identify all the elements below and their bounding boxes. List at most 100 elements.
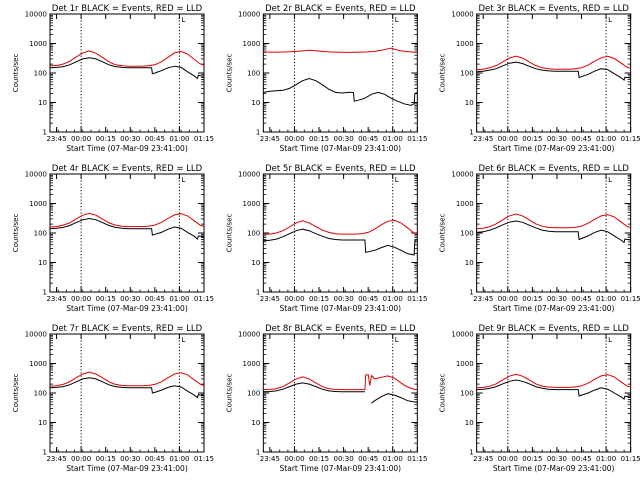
series-lld-line <box>263 47 418 53</box>
y-tick-label: 10000 <box>451 171 473 179</box>
x-tick-label: 00:15 <box>522 455 542 463</box>
x-tick-label: 00:00 <box>284 455 304 463</box>
plot-frame <box>262 13 418 133</box>
chart-title: Det 1r BLACK = Events, RED = LLD <box>52 4 203 14</box>
y-tick-label: 1 <box>256 289 260 297</box>
x-tick-label: 23:45 <box>473 295 493 303</box>
y-tick-label: 1 <box>469 289 473 297</box>
y-tick-label: 1 <box>256 129 260 137</box>
x-tick-label: 01:15 <box>621 455 640 463</box>
plot-frame <box>476 173 632 293</box>
chart-panel-5: Det 5r BLACK = Events, RED = LLD 1 10 100 10… <box>225 164 427 313</box>
x-tick-label: 00:00 <box>71 135 91 143</box>
x-tick-label: 00:45 <box>571 455 591 463</box>
x-tick-label: 01:15 <box>194 135 214 143</box>
x-tick-label: 00:15 <box>522 295 542 303</box>
y-tick-label: 1000 <box>456 40 474 48</box>
x-tick-label: 00:45 <box>358 135 378 143</box>
x-tick-label: 23:45 <box>260 295 280 303</box>
chart-panel-9: Det 9r BLACK = Events, RED = LLD 1 10 100 10… <box>439 324 640 473</box>
chart-panel-3: Det 3r BLACK = Events, RED = LLD 1 10 100 10… <box>439 4 640 153</box>
x-tick-label: 01:15 <box>407 295 427 303</box>
x-tick-label: 00:30 <box>334 135 354 143</box>
marker-label: L <box>395 16 399 24</box>
x-tick-label: 01:15 <box>194 455 214 463</box>
marker-label: L <box>608 336 612 344</box>
x-axis-label: Start Time (07-Mar-09 23:41:00) <box>66 304 188 313</box>
x-axis-label: Start Time (07-Mar-09 23:41:00) <box>493 464 615 473</box>
chart-panel-4: Det 4r BLACK = Events, RED = LLD 1 10 100 10… <box>12 164 214 313</box>
plot-frame <box>476 13 632 133</box>
x-tick-label: 00:00 <box>71 295 91 303</box>
chart-panel-1: Det 1r BLACK = Events, RED = LLD 1 10 100 10… <box>12 4 214 153</box>
x-tick-label: 00:00 <box>71 455 91 463</box>
chart-panel-7: Det 7r BLACK = Events, RED = LLD 1 10 100 10… <box>12 324 214 473</box>
chart-title: Det 8r BLACK = Events, RED = LLD <box>265 324 416 334</box>
plot-frame <box>49 13 205 133</box>
y-tick-label: 1 <box>43 129 47 137</box>
y-tick-label: 10000 <box>238 331 260 339</box>
x-tick-label: 01:00 <box>383 295 403 303</box>
y-axis-label: Counts/sec <box>12 54 20 93</box>
y-axis-label: Counts/sec <box>439 214 447 253</box>
x-tick-label: 23:45 <box>473 135 493 143</box>
x-tick-label: 00:15 <box>96 135 116 143</box>
series-lld-line <box>476 373 631 389</box>
x-tick-label: 00:15 <box>309 295 329 303</box>
x-axis-label: Start Time (07-Mar-09 23:41:00) <box>280 464 402 473</box>
chart-panel-6: Det 6r BLACK = Events, RED = LLD 1 10 100 10… <box>439 164 640 313</box>
y-tick-label: 100 <box>34 390 47 398</box>
marker-label: L <box>181 336 185 344</box>
x-tick-label: 01:00 <box>169 135 189 143</box>
y-tick-label: 10 <box>38 99 47 107</box>
chart-title: Det 7r BLACK = Events, RED = LLD <box>52 324 203 334</box>
x-axis-label: Start Time (07-Mar-09 23:41:00) <box>66 464 188 473</box>
y-tick-label: 10 <box>251 259 260 267</box>
x-tick-label: 00:15 <box>96 295 116 303</box>
x-tick-label: 01:00 <box>383 455 403 463</box>
y-tick-label: 100 <box>460 230 473 238</box>
series-events-line <box>476 379 631 400</box>
x-axis-label: Start Time (07-Mar-09 23:41:00) <box>493 304 615 313</box>
y-axis-label: Counts/sec <box>225 214 233 253</box>
x-tick-label: 01:00 <box>596 135 616 143</box>
x-tick-label: 00:45 <box>145 295 165 303</box>
x-tick-label: 00:30 <box>547 295 567 303</box>
y-tick-label: 10000 <box>25 171 47 179</box>
x-axis-label: Start Time (07-Mar-09 23:41:00) <box>66 144 188 153</box>
y-tick-label: 100 <box>34 70 47 78</box>
y-tick-label: 100 <box>247 390 260 398</box>
x-tick-label: 23:45 <box>473 455 493 463</box>
series-lld-line <box>476 213 631 230</box>
y-tick-label: 1 <box>256 449 260 457</box>
marker-label: L <box>608 176 612 184</box>
plot-frame <box>262 333 418 453</box>
y-tick-label: 1 <box>469 449 473 457</box>
y-axis-label: Counts/sec <box>439 374 447 413</box>
x-axis-label: Start Time (07-Mar-09 23:41:00) <box>280 304 402 313</box>
plot-frame <box>49 333 205 453</box>
y-tick-label: 1000 <box>456 360 474 368</box>
x-tick-label: 00:30 <box>120 295 140 303</box>
x-tick-label: 00:00 <box>284 295 304 303</box>
x-tick-label: 00:45 <box>571 295 591 303</box>
y-tick-label: 1 <box>43 289 47 297</box>
series-lld-line <box>49 50 205 67</box>
y-tick-label: 1 <box>469 129 473 137</box>
x-tick-label: 00:45 <box>145 455 165 463</box>
y-tick-label: 1000 <box>29 40 47 48</box>
x-tick-label: 01:15 <box>407 135 427 143</box>
x-tick-label: 23:45 <box>260 135 280 143</box>
x-tick-label: 23:45 <box>46 455 66 463</box>
series-events-line <box>476 61 631 81</box>
x-tick-label: 00:45 <box>145 135 165 143</box>
y-tick-label: 10 <box>38 419 47 427</box>
y-tick-label: 10 <box>465 99 474 107</box>
series-events-line <box>49 377 205 399</box>
x-tick-label: 00:00 <box>498 455 518 463</box>
x-tick-label: 01:15 <box>407 455 427 463</box>
x-tick-label: 01:15 <box>621 135 640 143</box>
y-tick-label: 10000 <box>238 11 260 19</box>
series-events-line <box>263 382 418 404</box>
